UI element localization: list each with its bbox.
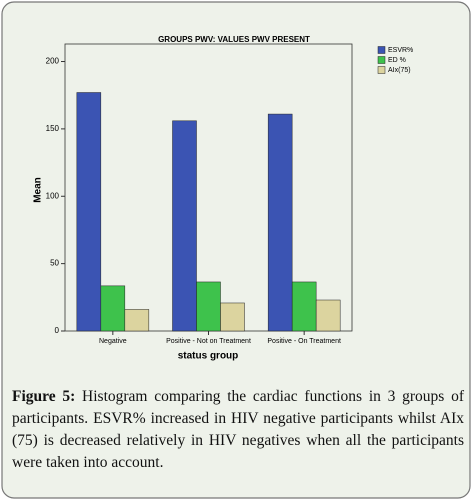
y-tick-label: 200 (46, 57, 60, 66)
chart-title: GROUPS PWV: VALUES PWV PRESENT (158, 35, 310, 44)
y-tick-label: 150 (46, 124, 60, 133)
x-axis-label: status group (178, 351, 239, 362)
bar (172, 120, 197, 332)
x-tick-label: Negative (99, 338, 127, 345)
legend-swatch (377, 56, 386, 64)
bar (267, 113, 293, 332)
x-tick-label: Positive - On Treatment (267, 338, 341, 345)
legend-label: ED % (388, 57, 406, 64)
legend-swatch (377, 46, 386, 54)
legend-label: AIx(75) (388, 67, 411, 74)
legend-swatch (377, 66, 386, 74)
bar (315, 299, 341, 332)
bar (220, 302, 245, 332)
x-tick-label: Positive - Not on Treatment (166, 338, 251, 345)
y-tick-label: 100 (46, 191, 60, 200)
bar (196, 281, 221, 332)
y-tick-label: 0 (55, 326, 60, 335)
caption-text: Histogram comparing the cardiac function… (12, 388, 464, 471)
y-tick-label: 50 (50, 259, 59, 268)
y-axis-label: Mean (33, 177, 44, 203)
bar (291, 281, 317, 332)
legend-label: ESVR% (388, 47, 413, 54)
figure-label: Figure 5: (12, 388, 76, 405)
bar (76, 92, 102, 332)
bar (124, 309, 150, 332)
bar (100, 285, 126, 332)
caption: Figure 5: Histogram comparing the cardia… (12, 386, 464, 474)
